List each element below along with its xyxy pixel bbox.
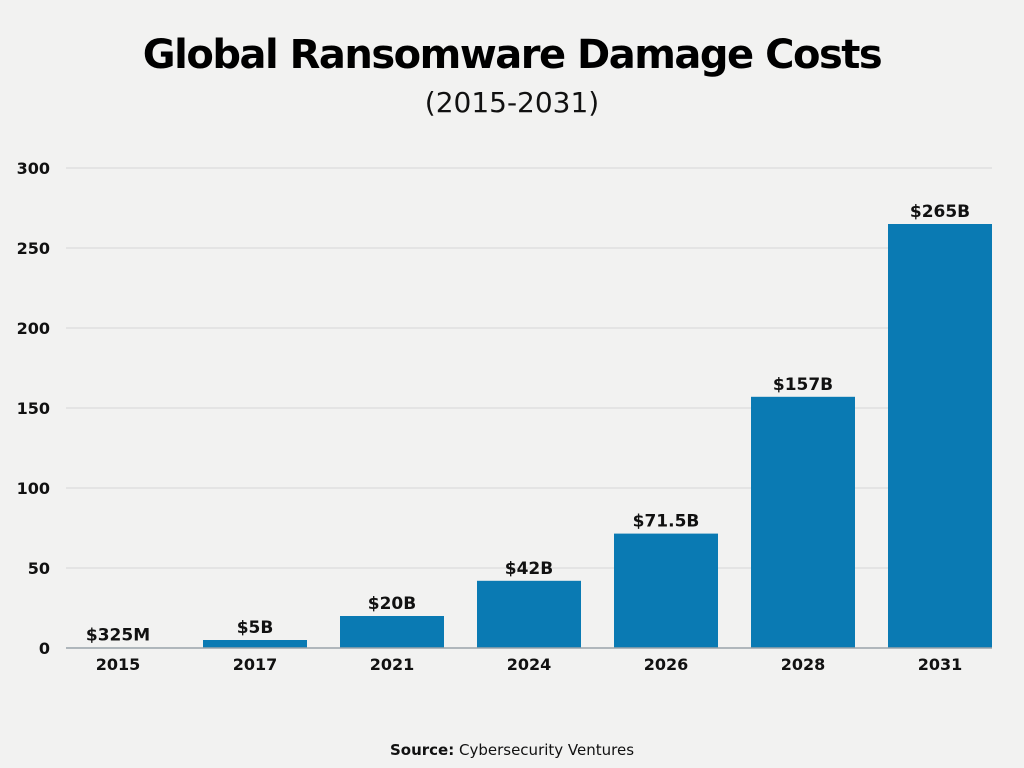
bar-2028 xyxy=(751,396,855,648)
y-tick-label: 300 xyxy=(17,159,50,178)
bar-2024 xyxy=(477,580,581,648)
y-tick-label: 50 xyxy=(28,559,50,578)
y-tick-label: 100 xyxy=(17,479,50,498)
chart-title: Global Ransomware Damage Costs xyxy=(142,32,883,78)
data-label: $265B xyxy=(910,202,970,222)
data-label: $325M xyxy=(86,625,150,645)
source-text: Cybersecurity Ventures xyxy=(459,741,635,759)
x-tick-label: 2015 xyxy=(96,655,141,674)
bar-2026 xyxy=(614,533,718,648)
y-tick-label: 150 xyxy=(17,399,50,418)
y-tick-label: 200 xyxy=(17,319,50,338)
data-label: $71.5B xyxy=(633,512,700,532)
source-label: Source: xyxy=(389,741,455,759)
data-label: $157B xyxy=(773,375,833,395)
source-note: Source: Cybersecurity Ventures xyxy=(0,741,1024,759)
x-tick-label: 2024 xyxy=(507,655,552,674)
x-tick-label: 2028 xyxy=(781,655,826,674)
bar-2031 xyxy=(888,224,992,648)
x-tick-label: 2021 xyxy=(370,655,415,674)
bar-2021 xyxy=(340,616,444,648)
x-tick-label: 2031 xyxy=(918,655,963,674)
bar-2017 xyxy=(203,640,307,648)
y-tick-label: 250 xyxy=(17,239,50,258)
chart-subtitle: (2015-2031) xyxy=(424,86,600,119)
data-label: $5B xyxy=(237,618,274,638)
data-label: $20B xyxy=(368,594,416,614)
y-tick-label: 0 xyxy=(39,639,50,658)
data-label: $42B xyxy=(505,559,553,579)
x-tick-label: 2026 xyxy=(644,655,689,674)
x-tick-label: 2017 xyxy=(233,655,278,674)
